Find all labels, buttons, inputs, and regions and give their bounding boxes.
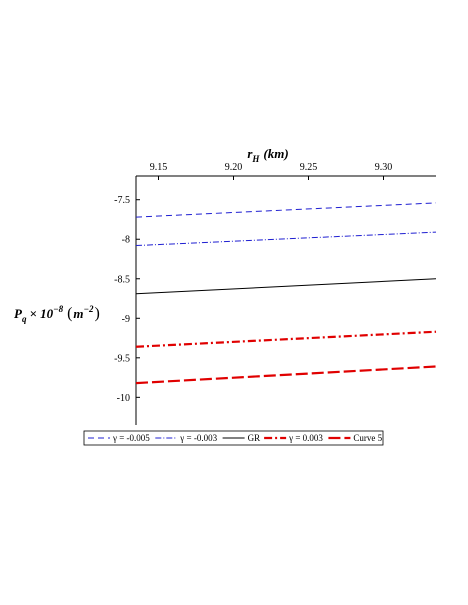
series-layer: [135, 202, 437, 385]
x-tick-label: 9.20: [225, 162, 243, 173]
y-tick-label: -7.5: [114, 195, 130, 206]
series-line-2: [135, 231, 437, 247]
series-line-1: [135, 202, 437, 218]
legend-label-5: Curve 5: [353, 433, 382, 443]
series-line-5: [135, 365, 437, 385]
axes: 9.15 9.20 9.25 9.30 -7.5 -8 -8.5 -9 -9.5 -10: [114, 162, 436, 425]
axis-labels: rH (km) Pq × 10−8 (m−2): [14, 146, 289, 324]
x-tick-label: 9.25: [300, 162, 318, 173]
legend: γ = -0.005 γ = -0.003 GR γ = 0.003 Curve 5: [83, 430, 384, 446]
series-line-4: [135, 330, 437, 348]
legend-label-1: γ = -0.005: [112, 433, 150, 443]
legend-label-3: GR: [248, 433, 261, 443]
series-line-3: [135, 278, 437, 295]
legend-label-4: γ = 0.003: [288, 433, 323, 443]
y-tick-label: -10: [117, 393, 130, 404]
x-tick-label: 9.15: [150, 162, 168, 173]
x-tick-label: 9.30: [375, 162, 393, 173]
x-axis-label: rH (km): [247, 146, 288, 164]
y-tick-label: -8.5: [114, 274, 130, 285]
y-axis-label: Pq × 10−8 (m−2): [14, 304, 100, 324]
y-tick-label: -8: [122, 235, 130, 246]
y-tick-label: -9: [122, 314, 130, 325]
y-tick-label: -9.5: [114, 353, 130, 364]
legend-label-2: γ = -0.003: [179, 433, 217, 443]
